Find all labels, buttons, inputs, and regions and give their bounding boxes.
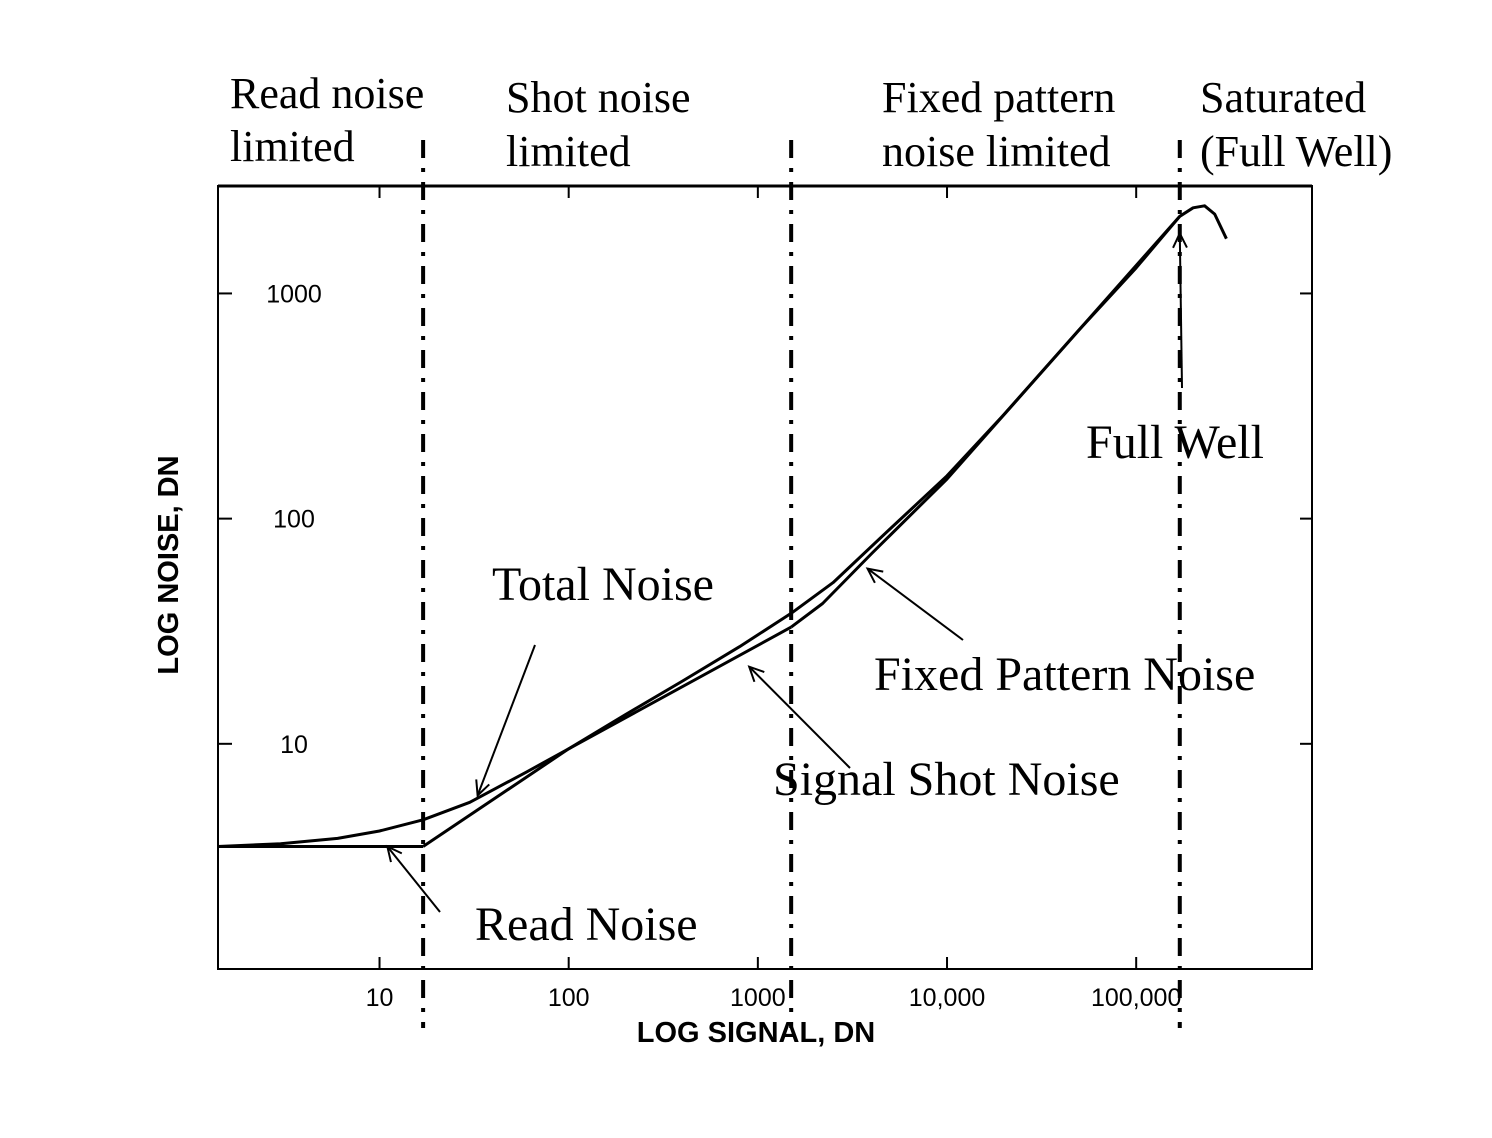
annotation-full-well: Full Well (1086, 416, 1264, 469)
region-fpn-line1: Fixed pattern (882, 73, 1115, 122)
arrow-read-noise-head (385, 844, 403, 863)
arrow-full-well-line (1178, 233, 1183, 389)
series-signal-shot-noise (422, 625, 792, 848)
x-axis-label: LOG SIGNAL, DN (637, 1017, 875, 1049)
y-tick-label: 1000 (266, 280, 322, 308)
region-label-saturated: Saturated (Full Well) (1200, 73, 1392, 176)
annotation-read-noise: Read Noise (475, 898, 698, 951)
x-tick-label: 100,000 (1091, 984, 1181, 1012)
annotation-fixed-pattern-noise: Fixed Pattern Noise (874, 648, 1255, 701)
region-label-read: Read noise limited (230, 69, 424, 171)
region-saturated-line1: Saturated (1200, 73, 1366, 122)
arrow-fixed-pattern-noise-head (865, 567, 884, 584)
region-read-line2: limited (230, 122, 355, 171)
annotation-arrows (385, 230, 1188, 913)
arrow-total-noise-line (476, 644, 536, 796)
region-label-shot: Shot noise limited (506, 73, 691, 176)
series-layer (217, 204, 1228, 848)
region-shot-line1: Shot noise (506, 73, 691, 122)
region-label-fpn: Fixed pattern noise limited (882, 73, 1115, 176)
x-tick-label: 100 (548, 984, 590, 1012)
series-total-noise (217, 204, 1228, 848)
axis-ticks (218, 186, 1312, 969)
arrow-read-noise-line (386, 845, 441, 913)
axis-tick-labels: 10 100 1000 10,000 100,000 10 100 1000 (266, 280, 1181, 1012)
x-tick-label: 10 (366, 984, 394, 1012)
annotation-total-noise: Total Noise (492, 558, 714, 611)
arrow-full-well-head (1172, 230, 1188, 249)
y-tick-label: 10 (280, 731, 308, 759)
region-shot-line2: limited (506, 127, 631, 176)
region-saturated-line2: (Full Well) (1200, 127, 1392, 176)
y-axis-label: LOG NOISE, DN (153, 455, 185, 674)
series-fixed-pattern-noise (790, 215, 1181, 629)
region-read-line1: Read noise (230, 69, 424, 118)
y-tick-label: 100 (273, 506, 315, 534)
arrow-signal-shot-noise-head (747, 665, 765, 683)
arrow-total-noise-head (475, 779, 490, 798)
region-fpn-line2: noise limited (882, 127, 1111, 176)
x-tick-label: 10,000 (909, 984, 985, 1012)
arrow-fixed-pattern-noise-line (866, 567, 964, 641)
x-tick-label: 1000 (730, 984, 786, 1012)
annotation-signal-shot-noise: Signal Shot Noise (773, 753, 1120, 806)
arrow-signal-shot-noise-line (748, 665, 851, 769)
plot-frame (217, 185, 1313, 970)
